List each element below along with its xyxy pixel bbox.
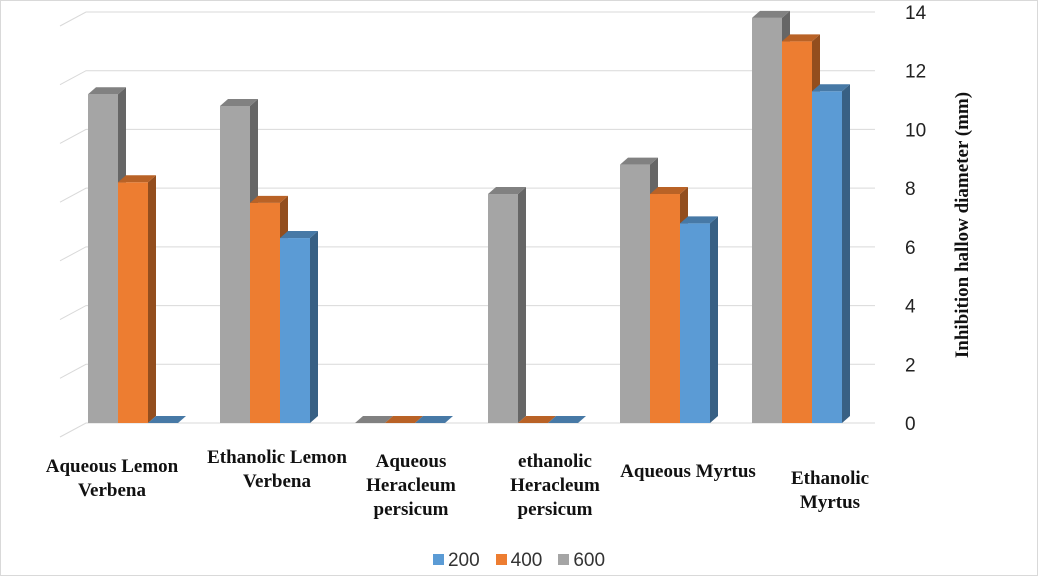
y-tick-label: 8 (905, 179, 916, 200)
bar (548, 416, 586, 423)
category-label: Aqueous Myrtus (620, 461, 756, 482)
bar (680, 216, 718, 423)
bar-front (118, 182, 148, 423)
bar-front (680, 223, 710, 423)
category-label: Ethanolic Lemon Verbena (207, 447, 347, 492)
y-tick-label: 4 (905, 297, 916, 318)
y-tick-label: 10 (905, 120, 926, 141)
bar-top (88, 87, 126, 95)
bar-front (782, 41, 812, 423)
bar-top (782, 34, 820, 42)
bar-top (355, 416, 393, 423)
legend-label: 600 (573, 550, 606, 571)
bar (148, 416, 186, 423)
bar (88, 87, 126, 423)
bar-front (250, 202, 280, 423)
y-tick-label: 0 (905, 414, 916, 435)
legend-swatch (432, 554, 444, 565)
bar-side (710, 216, 718, 423)
gridline (59, 187, 875, 203)
gridline (59, 70, 875, 86)
bar-front (280, 238, 310, 423)
bar-front (88, 94, 118, 423)
bar-side (148, 175, 156, 423)
y-axis-ticks: 0 2 4 6 8 10 12 14 (905, 3, 927, 435)
legend-item: 200 (432, 550, 480, 572)
legend-swatch (558, 554, 570, 565)
bar-top (148, 416, 186, 423)
bar (488, 187, 526, 423)
y-axis-label: Inhibition hallow diameter (mm) (952, 92, 973, 358)
bar (812, 84, 850, 423)
y-tick-label: 2 (905, 355, 916, 376)
gridline (59, 246, 875, 262)
bar-front (812, 91, 842, 423)
category-label: Aqueous Lemon Verbena (45, 456, 179, 501)
y-tick-label: 6 (905, 238, 916, 259)
bar-side (310, 231, 318, 423)
bar (415, 416, 453, 423)
bar-front (752, 17, 782, 423)
bar (280, 231, 318, 423)
legend-label: 400 (510, 550, 543, 571)
bar-side (842, 84, 850, 423)
bar-front (220, 105, 250, 423)
bar-top (752, 10, 790, 18)
gridline (59, 422, 875, 438)
bar-front (650, 194, 680, 423)
gridline (59, 363, 875, 379)
bar-top (415, 416, 453, 423)
bar (385, 416, 423, 423)
bar-top (385, 416, 423, 423)
legend-item: 600 (558, 550, 605, 572)
y-tick-label: 12 (905, 62, 926, 83)
bar-top (250, 195, 288, 203)
bar-top (680, 216, 718, 224)
bar-top (650, 187, 688, 195)
bar-top (620, 157, 658, 165)
bar-top (280, 231, 318, 239)
gridline (59, 128, 875, 144)
gridlines (59, 11, 875, 438)
legend: 200 400 600 (0, 550, 1038, 572)
bar (118, 175, 156, 423)
y-tick-label: 14 (905, 3, 927, 24)
bar-side (518, 187, 526, 423)
bar (518, 416, 556, 423)
gridline (59, 305, 875, 321)
category-label: Aqueous Heracleum persicum (366, 451, 456, 520)
bar-top (488, 187, 526, 195)
legend-swatch (495, 554, 507, 565)
bar-top (118, 175, 156, 183)
category-label: ethanolic Heracleum persicum (510, 451, 600, 520)
gridline (59, 11, 875, 27)
bar-top (548, 416, 586, 423)
bar-top (812, 84, 850, 92)
bars-group (88, 10, 850, 423)
bar-front (488, 194, 518, 423)
bar (355, 416, 393, 423)
legend-label: 200 (447, 550, 480, 571)
bar-top (220, 98, 258, 106)
legend-item: 400 (495, 550, 543, 572)
bar-top (518, 416, 556, 423)
category-label: Ethanolic Myrtus (790, 468, 870, 513)
bar-front (620, 164, 650, 423)
